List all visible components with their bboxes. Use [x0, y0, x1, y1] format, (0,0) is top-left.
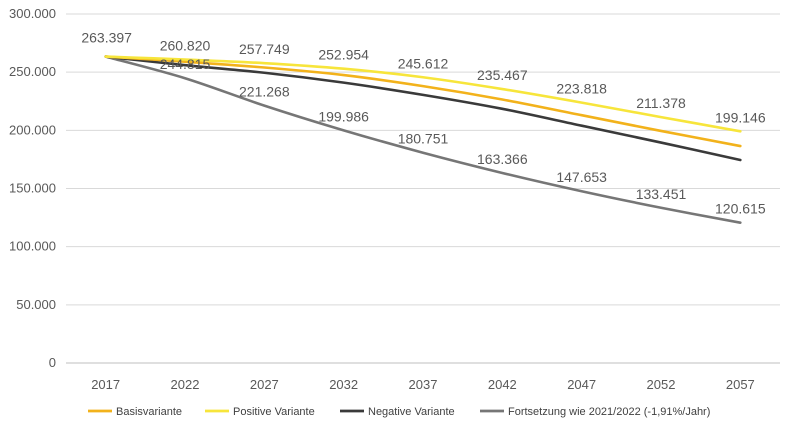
series-line-negative-variante [104, 55, 742, 162]
y-tick-label: 150.000 [9, 181, 56, 196]
data-label: 223.818 [556, 81, 607, 97]
y-tick-label: 100.000 [9, 239, 56, 254]
y-tick-label: 300.000 [9, 6, 56, 21]
data-label: 235.467 [477, 67, 528, 83]
y-tick-label: 50.000 [16, 297, 56, 312]
data-labels: 263.397 260.820 257.749 252.954 245.612 235.4… [81, 30, 765, 217]
legend-item: Negative Variante [340, 406, 455, 418]
x-tick-label: 2047 [567, 377, 596, 392]
x-tick-label: 2032 [329, 377, 358, 392]
series-lines [104, 55, 742, 224]
series-line-fortsetzung-wie-2021-2022-1-91-jahr [104, 55, 742, 224]
series-line-basisvariante [104, 55, 742, 148]
legend-item: Positive Variante [205, 406, 315, 418]
data-label: 263.397 [81, 30, 132, 46]
data-label: 180.751 [398, 131, 449, 147]
y-tick-label: 250.000 [9, 64, 56, 79]
data-label: 260.820 [160, 38, 211, 54]
data-label: 257.749 [239, 41, 290, 57]
series-line-positive-variante [104, 55, 742, 133]
data-label: 133.451 [636, 186, 687, 202]
x-tick-label: 2052 [647, 377, 676, 392]
legend-label: Fortsetzung wie 2021/2022 (-1,91%/Jahr) [508, 406, 710, 418]
x-tick-label: 2042 [488, 377, 517, 392]
data-label: 199.146 [715, 109, 766, 125]
y-tick-label: 200.000 [9, 122, 56, 137]
data-label: 163.366 [477, 151, 528, 167]
legend-label: Negative Variante [368, 406, 455, 418]
legend-item: Fortsetzung wie 2021/2022 (-1,91%/Jahr) [480, 406, 710, 418]
x-tick-label: 2057 [726, 377, 755, 392]
data-label: 245.612 [398, 55, 449, 71]
x-tick-label: 2027 [250, 377, 279, 392]
legend: Basisvariante Positive Variante Negative V… [88, 406, 710, 418]
y-tick-label: 0 [49, 355, 56, 370]
data-label: 147.653 [556, 169, 607, 185]
x-tick-label: 2022 [171, 377, 200, 392]
x-tick-label: 2037 [409, 377, 438, 392]
y-axis-tick-labels: 0 50.000 100.000 150.000 200.000 250.000 300.0… [9, 6, 56, 370]
x-axis-tick-labels: 2017 2022 2027 2032 2037 2042 2047 2052 2057 [91, 377, 755, 392]
x-tick-label: 2017 [91, 377, 120, 392]
legend-label: Basisvariante [116, 406, 182, 418]
data-label: 211.378 [636, 95, 686, 111]
data-label: 221.268 [239, 84, 290, 100]
data-label: 252.954 [318, 47, 369, 63]
data-label: 199.986 [318, 108, 369, 124]
legend-item: Basisvariante [88, 406, 182, 418]
data-label: 244.815 [160, 56, 211, 72]
gridlines [66, 13, 780, 364]
legend-label: Positive Variante [233, 406, 315, 418]
data-label: 120.615 [715, 201, 766, 217]
